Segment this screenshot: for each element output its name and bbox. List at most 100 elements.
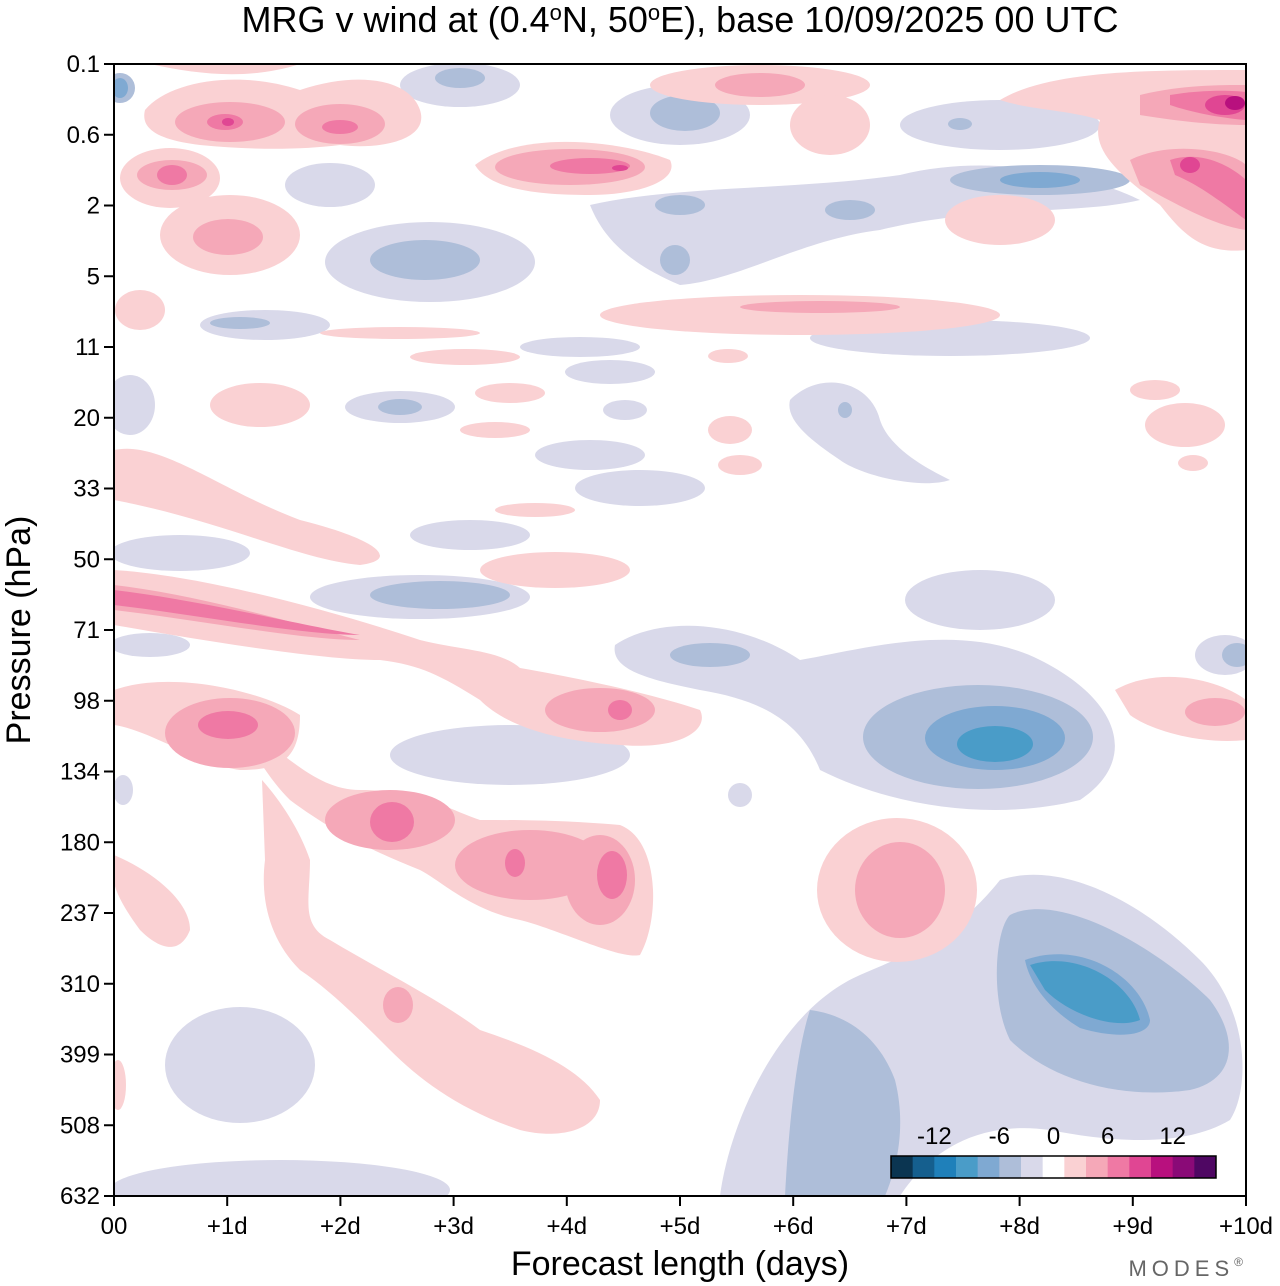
contour-neg-region xyxy=(210,317,270,329)
y-tick-label: 0.1 xyxy=(67,51,100,78)
contour-pos-region xyxy=(715,73,805,97)
contour-pos-region xyxy=(480,552,630,588)
y-tick-label: 632 xyxy=(60,1183,100,1210)
y-tick-label: 310 xyxy=(60,971,100,998)
x-tick-label: 00 xyxy=(101,1213,128,1240)
y-axis-label: Pressure (hPa) xyxy=(0,516,38,745)
colorbar-swatch xyxy=(956,1156,979,1178)
contour-pos-region xyxy=(157,165,187,185)
contour-neg-region xyxy=(728,783,752,807)
y-tick-label: 508 xyxy=(60,1112,100,1139)
y-tick-label: 71 xyxy=(73,617,100,644)
contour-pos-region xyxy=(114,448,380,565)
contour-neg-region xyxy=(1000,172,1080,188)
contour-neg-region xyxy=(957,726,1033,762)
contour-pos-region xyxy=(708,349,748,363)
contour-pos-region xyxy=(320,327,480,339)
y-tick-label: 20 xyxy=(73,405,100,432)
brand-logo: MODES® xyxy=(1128,1255,1248,1281)
contour-neg-region xyxy=(655,195,705,215)
contour-pos-region xyxy=(790,95,870,155)
x-axis-label: Forecast length (days) xyxy=(511,1245,849,1283)
contour-pos-region xyxy=(740,301,900,313)
contour-pos-region xyxy=(1145,403,1225,447)
x-axis: 00 +1d +2d +3d +4d +5d +6d +7d +8d +9d +10d xyxy=(101,1196,1273,1240)
contour-neg-region xyxy=(520,337,640,357)
contour-neg-region xyxy=(575,470,705,506)
contour-pos-region xyxy=(383,987,413,1023)
contour-neg-region xyxy=(670,643,750,667)
contour-neg-region xyxy=(370,240,480,280)
contour-neg-region xyxy=(565,360,655,384)
contour-pos-region xyxy=(1185,698,1245,726)
x-tick-label: +2d xyxy=(320,1213,361,1240)
contour-pos-region xyxy=(855,842,945,938)
y-tick-label: 0.6 xyxy=(67,122,100,149)
contour-pos-region xyxy=(210,383,310,427)
contour-neg-region xyxy=(390,725,630,785)
y-tick-label: 5 xyxy=(87,263,100,290)
contour-neg-region xyxy=(114,78,128,98)
contour-pos-region xyxy=(114,590,360,635)
colorbar-swatch xyxy=(1021,1156,1044,1178)
colorbar-swatch xyxy=(1194,1156,1217,1178)
contour-neg-region xyxy=(114,633,190,657)
contour-pos-region xyxy=(1225,96,1245,110)
contour-neg-region xyxy=(900,100,1100,150)
colorbar-swatch xyxy=(934,1156,957,1178)
contour-pos-region xyxy=(708,416,752,444)
contour-neg-region xyxy=(603,400,647,420)
contour-neg-region xyxy=(1222,643,1246,667)
colorbar-swatch xyxy=(1151,1156,1174,1178)
contour-neg-region xyxy=(1030,961,1140,1024)
contour-neg-region xyxy=(785,1010,901,1196)
contour-pos-region xyxy=(718,455,762,475)
contour-neg-region xyxy=(650,95,720,131)
contour-pos-region xyxy=(550,158,630,174)
contour-neg-region xyxy=(114,775,133,805)
contour-neg-region xyxy=(838,402,852,418)
contour-pos-region xyxy=(612,165,628,171)
y-tick-label: 50 xyxy=(73,546,100,573)
contour-neg-region xyxy=(370,581,510,609)
colorbar-swatch xyxy=(1086,1156,1109,1178)
colorbar-swatch xyxy=(1172,1156,1195,1178)
colorbar-label: -12 xyxy=(917,1123,952,1150)
contour-pos-region xyxy=(505,849,525,877)
contour-neg-region xyxy=(114,375,155,435)
y-tick-label: 399 xyxy=(60,1042,100,1069)
contour-pos-region xyxy=(114,451,155,475)
colorbar: -12 -6 0 6 12 xyxy=(890,1123,1217,1179)
colorbar-swatch xyxy=(1064,1156,1087,1178)
contour-neg-region xyxy=(535,440,645,470)
contour-neg-region xyxy=(660,245,690,275)
colorbar-swatch xyxy=(977,1156,1000,1178)
contour-neg-region xyxy=(285,163,375,207)
contour-pos-region xyxy=(198,711,258,739)
contour-neg-region xyxy=(435,68,485,88)
colorbar-swatch xyxy=(1107,1156,1130,1178)
y-tick-label: 180 xyxy=(60,829,100,856)
contour-pos-region xyxy=(114,1060,126,1110)
contour-neg-region xyxy=(905,570,1055,630)
x-tick-label: +4d xyxy=(546,1213,587,1240)
contour-neg-region xyxy=(789,382,950,484)
contour-neg-region xyxy=(378,399,422,415)
colorbar-swatch xyxy=(1129,1156,1152,1178)
chart-title: MRG v wind at (0.4oN, 50oE), base 10/09/… xyxy=(242,0,1119,40)
x-tick-label: +6d xyxy=(773,1213,814,1240)
x-tick-label: +8d xyxy=(999,1213,1040,1240)
x-tick-label: +9d xyxy=(1112,1213,1153,1240)
y-tick-label: 2 xyxy=(87,193,100,220)
contour-pos-region xyxy=(114,855,190,947)
contour-neg-region xyxy=(165,1007,315,1123)
colorbar-swatch xyxy=(999,1156,1022,1178)
contour-pos-region xyxy=(597,851,627,899)
y-tick-label: 11 xyxy=(75,334,100,361)
y-axis: 0.1 0.6 2 5 11 20 33 50 71 98 134 180 237 310 399 508 63… xyxy=(60,51,114,1210)
x-tick-label: +3d xyxy=(433,1213,474,1240)
contour-pos-region xyxy=(1130,380,1180,400)
colorbar-swatch xyxy=(912,1156,935,1178)
x-tick-label: +7d xyxy=(886,1213,927,1240)
